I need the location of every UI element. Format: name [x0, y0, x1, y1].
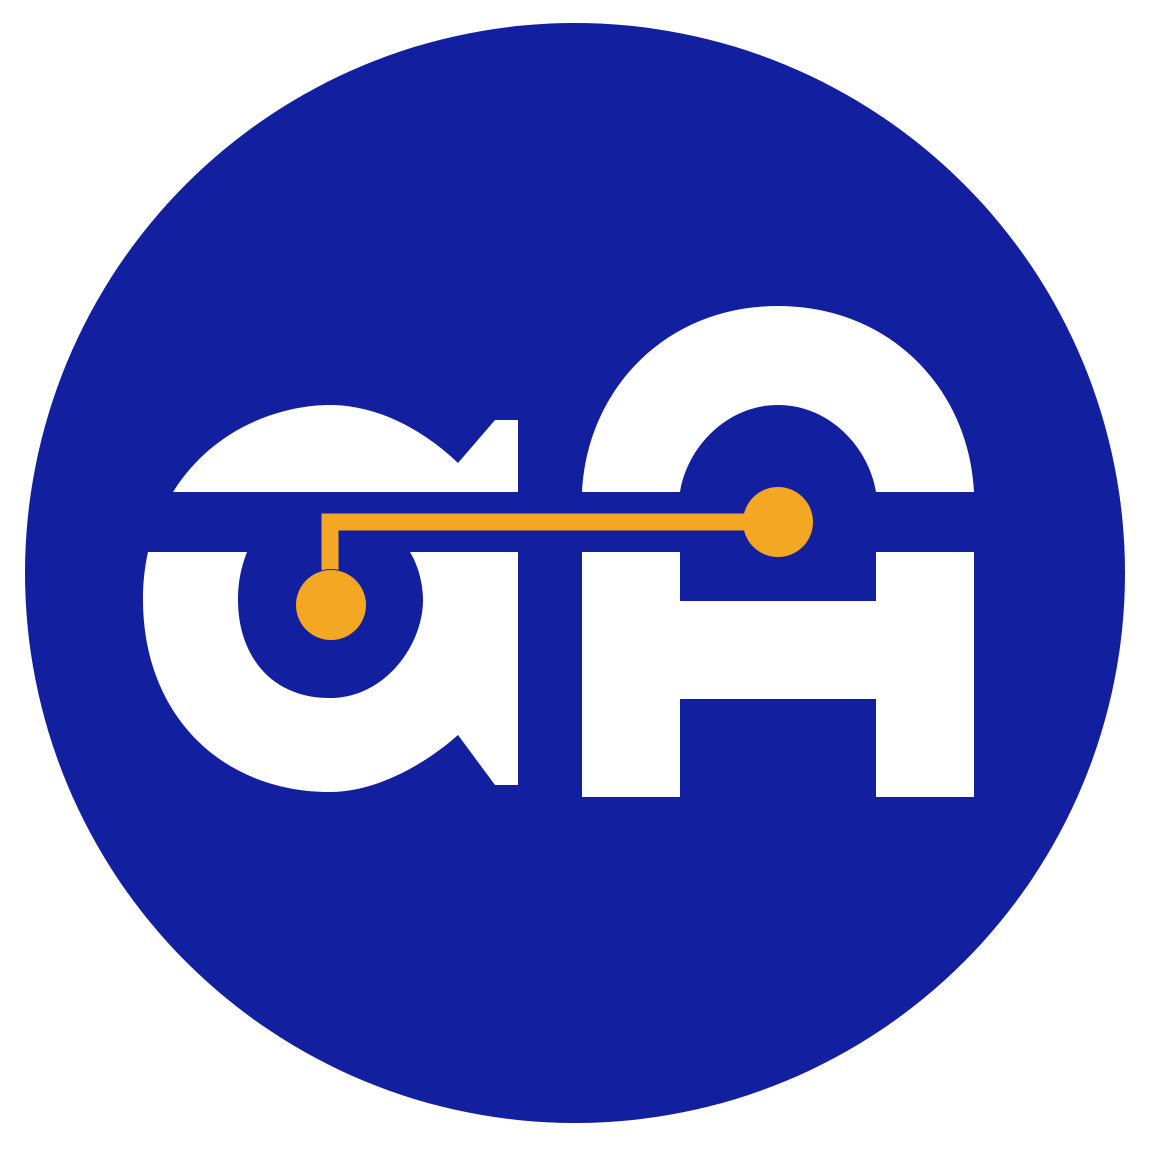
- circuit-trace-icon: [295, 487, 813, 641]
- letter-a-icon: [143, 405, 518, 792]
- circuit-node-icon: [743, 487, 813, 557]
- circuit-node-icon: [296, 570, 366, 640]
- letter-h-icon: [582, 306, 974, 797]
- logo-circle-icon: [25, 23, 1125, 1123]
